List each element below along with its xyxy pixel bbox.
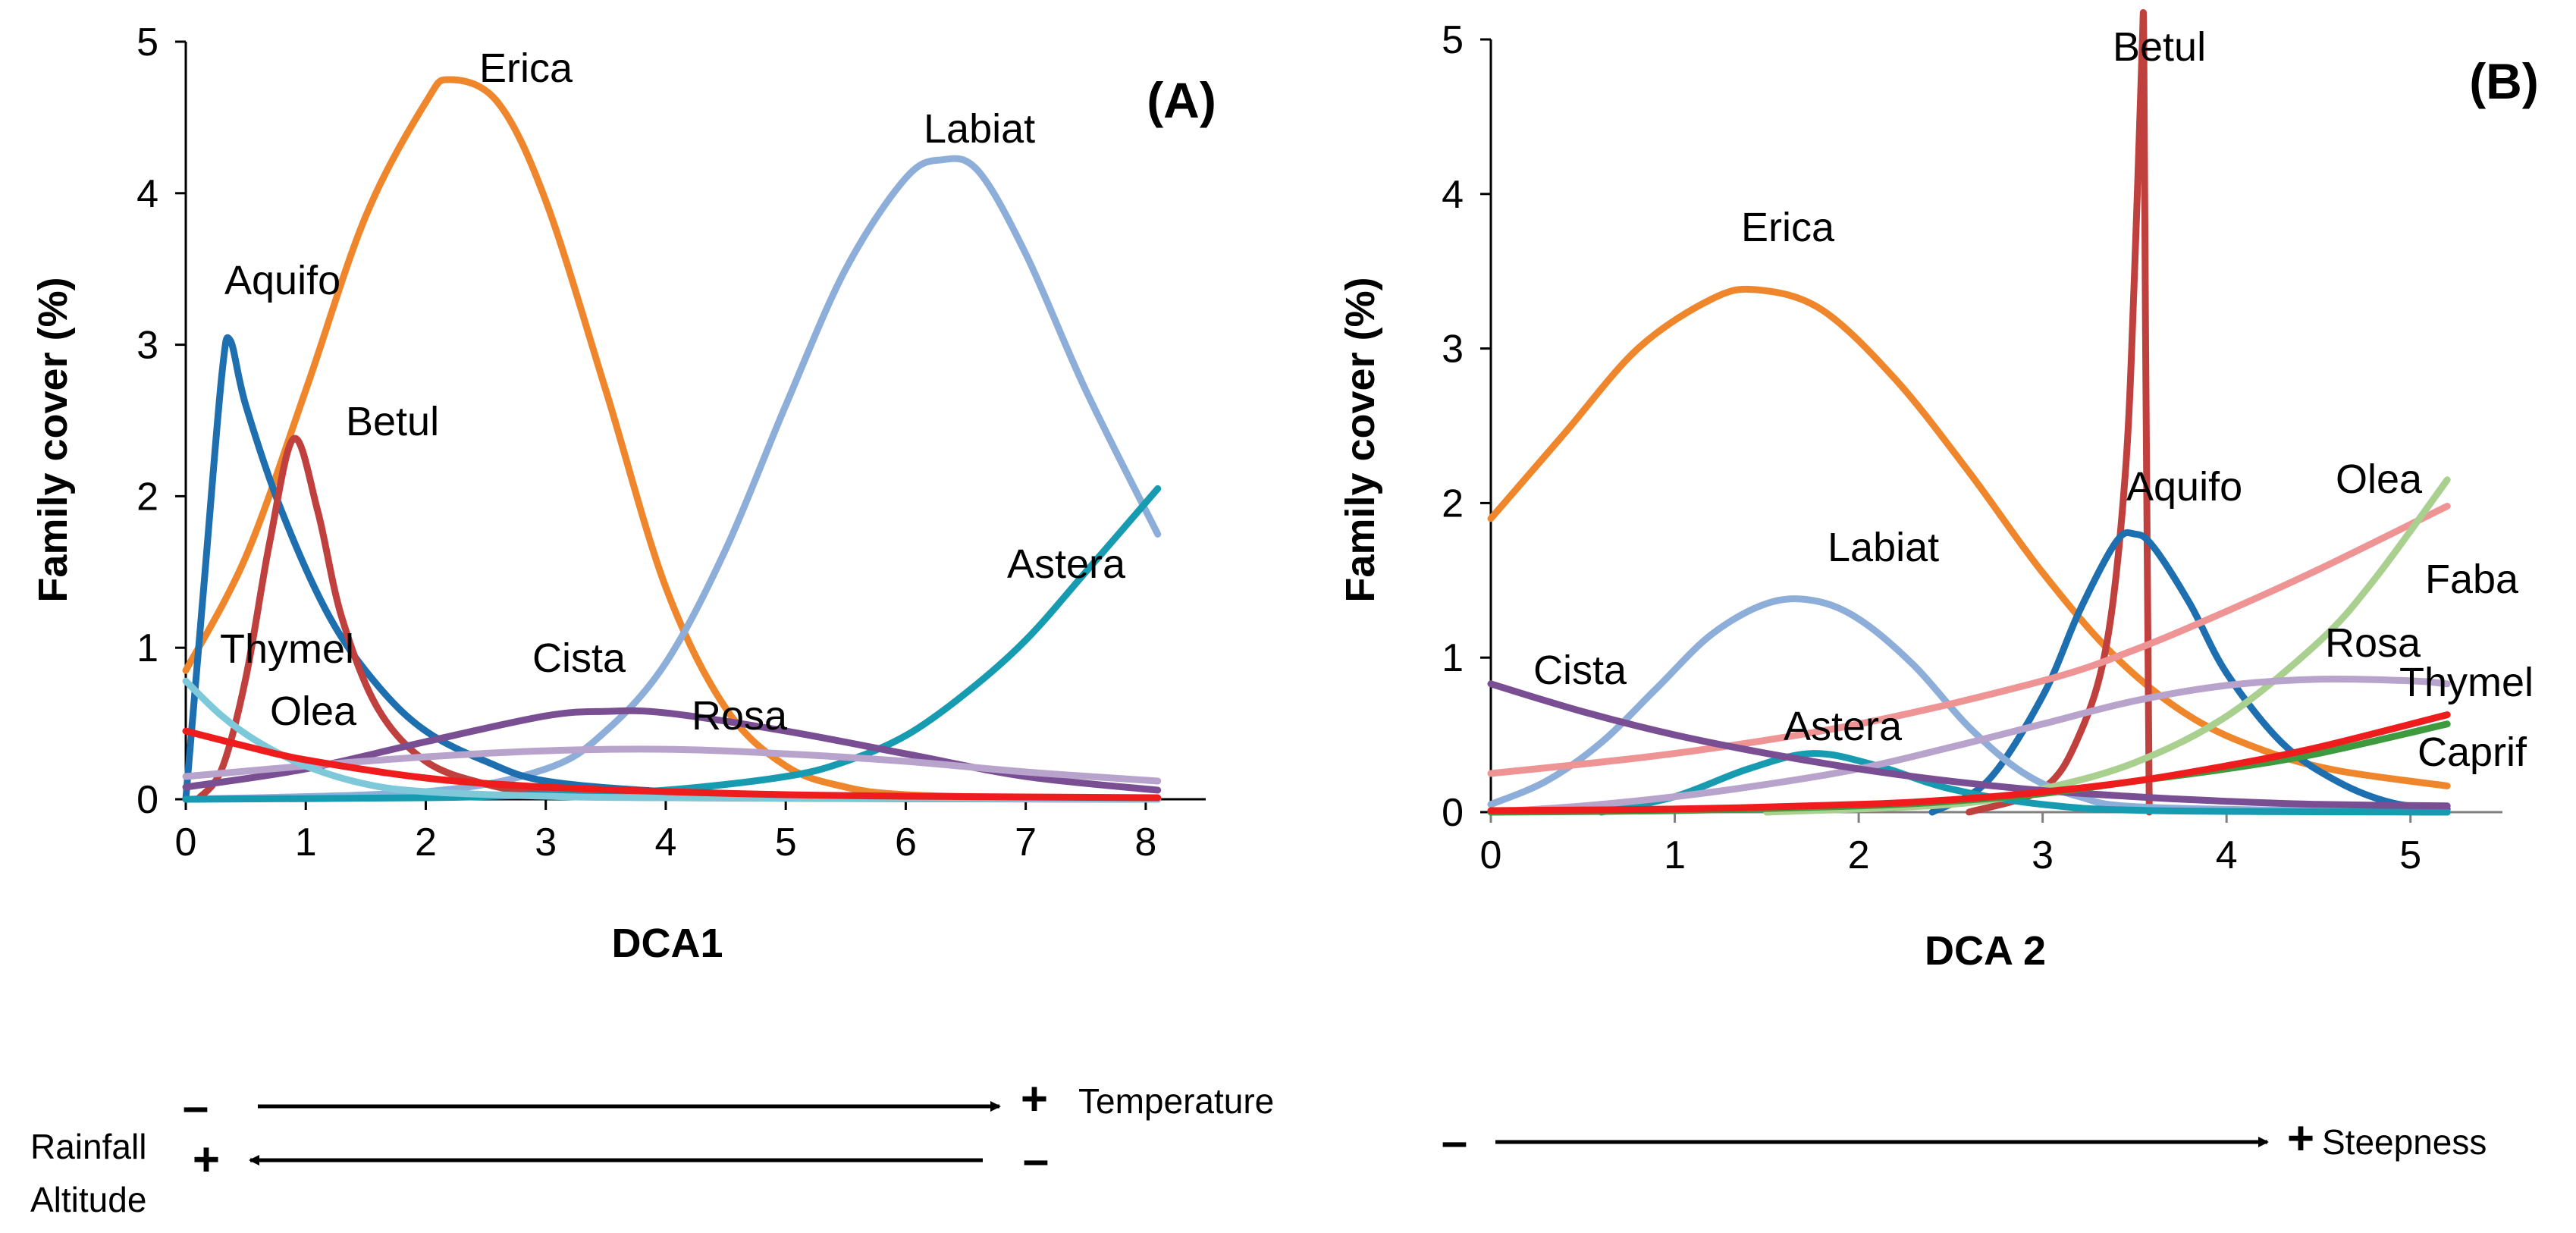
panel-b-label: (B)	[2469, 53, 2539, 109]
gradient-left-bottom-minus: –	[1023, 1134, 1049, 1186]
x-tick-label: 4	[654, 820, 676, 864]
y-tick-label: 1	[136, 626, 158, 670]
series-line-olea	[182, 727, 1162, 802]
y-tick-label: 5	[1442, 18, 1464, 62]
gradient-right-plus: +	[2287, 1112, 2314, 1165]
x-tick-label: 5	[775, 820, 797, 864]
curve-label-betul: Betul	[2113, 24, 2206, 70]
panel-a-y-title: Family cover (%)	[30, 277, 76, 602]
curve-label-olea: Olea	[270, 689, 357, 734]
x-tick-label: 0	[175, 820, 197, 864]
curve-label-aquifo: Aquifo	[2126, 464, 2242, 510]
gradient-left-bottom-plus: +	[193, 1134, 220, 1186]
series-line-labiat	[182, 155, 1162, 803]
y-tick-label: 2	[136, 475, 158, 519]
gradient-right-minus: –	[1442, 1115, 1467, 1168]
series-line-aquifo	[1928, 529, 2451, 816]
y-tick-label: 3	[1442, 328, 1464, 372]
panel-a-label: (A)	[1147, 72, 1216, 128]
curve-label-labiat: Labiat	[1828, 525, 1939, 570]
x-tick-label: 0	[1480, 833, 1502, 877]
series-line-betul	[1966, 9, 2153, 816]
y-tick-label: 1	[1442, 636, 1464, 680]
x-tick-label: 6	[895, 820, 917, 864]
series-line-olea	[1487, 503, 2451, 777]
gradient-left-rainfall-label: Rainfall	[30, 1127, 146, 1166]
curve-label-cista: Cista	[532, 635, 626, 681]
curve-label-betul: Betul	[346, 399, 439, 444]
curve-label-cista: Cista	[1533, 648, 1627, 693]
x-tick-label: 2	[415, 820, 437, 864]
y-tick-label: 0	[1442, 791, 1464, 835]
series-line-labiat	[1487, 595, 2451, 816]
gradient-left-top-plus: +	[1021, 1073, 1048, 1125]
series-line-rosa	[182, 745, 1162, 785]
y-tick-label: 2	[1442, 482, 1464, 526]
gradient-left-temperature-label: Temperature	[1078, 1081, 1274, 1121]
panel-a-curve-labels: Erica Labiat Aquifo Betul Astera Thymel …	[220, 45, 1126, 739]
series-line-thymel	[1487, 711, 2451, 814]
y-tick-label: 4	[136, 172, 158, 216]
gradient-left-top-minus: –	[183, 1081, 209, 1133]
curve-label-aquifo: Aquifo	[224, 258, 340, 303]
y-tick-label: 5	[136, 20, 158, 64]
curve-label-labiat: Labiat	[924, 106, 1035, 152]
curve-label-olea: Olea	[2336, 456, 2423, 502]
gradient-left: – + Temperature Rainfall Altitude + –	[30, 1073, 1274, 1219]
curve-label-thymel: Thymel	[2399, 660, 2534, 705]
series-line-cista	[1487, 680, 2451, 810]
curve-label-astera: Astera	[1784, 704, 1903, 749]
curve-label-faba: Faba	[2425, 557, 2519, 602]
x-tick-label: 1	[295, 820, 317, 864]
x-tick-label: 3	[535, 820, 557, 864]
x-tick-label: 3	[2032, 833, 2054, 877]
series-line-erica	[182, 76, 1162, 803]
gradient-left-altitude-label: Altitude	[30, 1180, 146, 1219]
y-tick-label: 3	[136, 324, 158, 368]
panel-b-curve-labels: Betul Erica Aquifo Olea Labiat Faba Cist…	[1533, 24, 2534, 775]
curve-label-erica: Erica	[1741, 205, 1835, 250]
curve-label-thymel: Thymel	[220, 626, 354, 672]
panel-b-series	[1487, 9, 2451, 816]
curve-label-rosa: Rosa	[2325, 620, 2421, 666]
series-line-erica	[1487, 285, 2451, 789]
x-tick-label: 4	[2216, 833, 2238, 877]
curve-label-erica: Erica	[479, 45, 573, 91]
curve-label-caprif: Caprif	[2418, 729, 2527, 775]
x-tick-label: 8	[1134, 820, 1156, 864]
panel-a-x-title: DCA1	[611, 921, 723, 966]
gradient-right: – + Steepness	[1442, 1112, 2487, 1168]
panel-b-y-title: Family cover (%)	[1338, 277, 1383, 602]
panel-b-x-title: DCA 2	[1925, 928, 2046, 974]
x-tick-label: 7	[1015, 820, 1037, 864]
y-tick-label: 0	[136, 778, 158, 822]
series-line-rosa	[1487, 675, 2451, 816]
panel-a-series	[182, 76, 1162, 803]
x-tick-label: 1	[1664, 833, 1686, 877]
curve-label-astera: Astera	[1007, 541, 1126, 587]
curve-label-rosa: Rosa	[692, 693, 788, 739]
gradient-right-steepness-label: Steepness	[2322, 1122, 2487, 1162]
panel-a-axes: 0 1 2 3 4 5 0 1 2 3 4 5 6 7 8	[136, 20, 1206, 864]
y-tick-label: 4	[1442, 173, 1464, 217]
x-tick-label: 5	[2399, 833, 2421, 877]
series-line-astera	[182, 485, 1162, 803]
panel-a: Family cover (%) DCA1 (A) 0 1 2 3 4 5 0 1 2 3 4 5 6 7…	[30, 20, 1216, 966]
x-tick-label: 2	[1848, 833, 1870, 877]
